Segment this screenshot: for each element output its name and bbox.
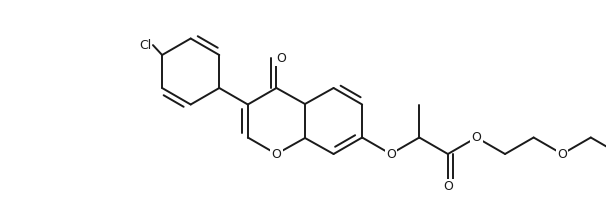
Text: O: O [558, 148, 567, 161]
Text: O: O [471, 131, 481, 144]
Text: O: O [443, 181, 453, 193]
Text: O: O [276, 52, 287, 65]
Text: O: O [386, 148, 396, 161]
Text: Cl: Cl [139, 39, 151, 52]
Text: O: O [271, 148, 281, 162]
